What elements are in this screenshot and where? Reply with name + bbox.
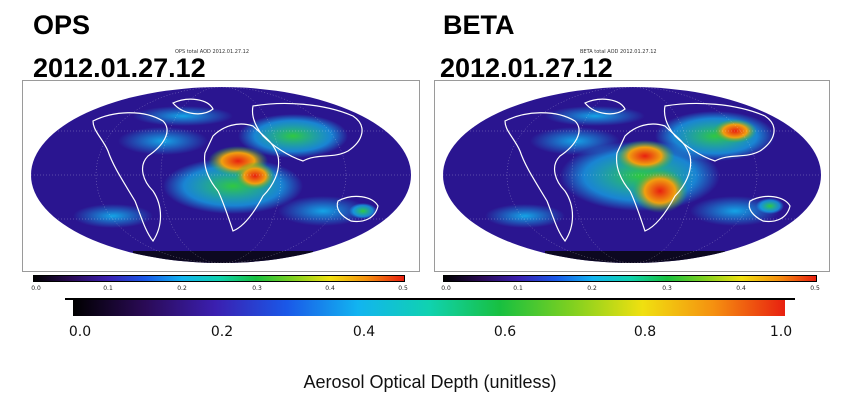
colorbar-ops-tick: 0.1 [103, 285, 113, 292]
map-ops [22, 80, 420, 272]
panel-title-ops: OPS [33, 10, 91, 40]
colorbar-beta-tick: 0.1 [513, 285, 523, 292]
colorbar-ops-tick: 0.3 [252, 285, 262, 292]
colorbar-title: Aerosol Optical Depth (unitless) [303, 372, 557, 392]
shared-colorbar-top-line [65, 298, 795, 300]
colorbar-beta-tick: 0.2 [587, 285, 597, 292]
shared-colorbar-tick: 0.0 [68, 324, 92, 340]
coastlines-beta [504, 98, 791, 243]
shared-colorbar-tick: 0.8 [633, 324, 657, 340]
aod-map-ops [31, 87, 411, 263]
aod-map-beta [443, 87, 821, 263]
colorbar-beta [443, 275, 817, 282]
map-beta [434, 80, 830, 272]
panel-date-ops: 2012.01.27.12 [33, 53, 206, 83]
colorbar-beta-tick: 0.0 [441, 285, 451, 292]
map-caption-ops: OPS total AOD 2012.01.27.12 [175, 49, 250, 55]
coastlines-ops [92, 98, 379, 243]
colorbar-beta-tick: 0.3 [662, 285, 672, 292]
colorbar-beta-tick: 0.4 [736, 285, 746, 292]
shared-colorbar-tick: 0.2 [210, 324, 234, 340]
shared-colorbar-tick: 0.4 [352, 324, 376, 340]
colorbar-ops-tick: 0.2 [177, 285, 187, 292]
shared-colorbar-gradient [73, 300, 785, 316]
colorbar-ops-tick: 0.4 [325, 285, 335, 292]
colorbar-ops [33, 275, 405, 282]
colorbar-ops-tick: 0.0 [31, 285, 41, 292]
shared-colorbar-tick: 0.6 [493, 324, 517, 340]
shared-colorbar-tick: 1.0 [769, 324, 793, 340]
panel-title-beta: BETA [443, 10, 515, 40]
colorbar-beta-tick: 0.5 [810, 285, 820, 292]
panel-date-beta: 2012.01.27.12 [440, 53, 613, 83]
colorbar-ops-tick: 0.5 [398, 285, 408, 292]
map-caption-beta: BETA total AOD 2012.01.27.12 [580, 49, 657, 55]
